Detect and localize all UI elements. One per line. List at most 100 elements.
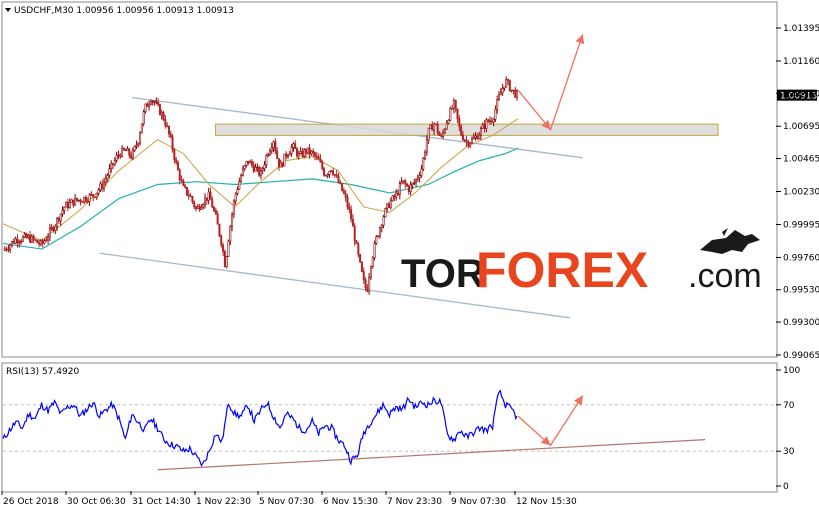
candle-body	[326, 174, 329, 177]
candle-body	[351, 218, 354, 227]
candle-body	[420, 168, 423, 176]
candlesticks	[3, 76, 519, 295]
candle-body	[387, 203, 390, 208]
candle-body	[79, 199, 82, 202]
candle-body	[494, 109, 497, 120]
candle-body	[472, 137, 475, 140]
candle-body	[267, 154, 270, 156]
candle-body	[47, 236, 50, 241]
candle-body	[101, 183, 104, 189]
candle-body	[335, 174, 338, 177]
candle-body	[169, 133, 172, 138]
candle-body	[272, 141, 275, 148]
candle-body	[236, 189, 239, 194]
price-tick-label: 0.99995	[783, 220, 819, 230]
candle-body	[167, 125, 170, 135]
candle-body	[397, 192, 400, 195]
candle-body	[411, 182, 414, 186]
candle-body	[290, 147, 293, 154]
price-tick-label: 0.99530	[783, 286, 819, 296]
candle-body	[112, 163, 115, 165]
candle-body	[297, 153, 300, 157]
candle-body	[191, 196, 194, 202]
candle-body	[474, 135, 477, 139]
candle-body	[323, 168, 326, 176]
candle-body	[382, 216, 385, 226]
candle-body	[283, 153, 286, 167]
candle-body	[438, 132, 441, 136]
candle-body	[249, 160, 252, 164]
candle-body	[279, 162, 282, 168]
candle-body	[144, 103, 147, 112]
candle-body	[20, 240, 23, 243]
price-tick-label: 0.99760	[783, 253, 819, 263]
candle-body	[88, 194, 91, 202]
candle-body	[97, 189, 100, 194]
candle-body	[225, 256, 228, 268]
candle-body	[227, 240, 230, 257]
candle-body	[424, 151, 427, 159]
candle-body	[357, 243, 360, 255]
candle-body	[490, 120, 493, 123]
candle-body	[507, 79, 510, 81]
time-tick-label: 5 Nov 07:30	[259, 497, 314, 507]
candle-body	[492, 118, 495, 123]
candle-body	[317, 156, 320, 160]
candle-body	[70, 199, 73, 203]
price-tick-label: 0.99300	[783, 318, 819, 328]
candle-body	[389, 200, 392, 208]
candle-body	[443, 128, 446, 133]
candle-body	[29, 235, 32, 243]
time-tick-label: 1 Nov 22:30	[196, 497, 251, 507]
rsi-title: RSI(13) 57.4920	[6, 367, 79, 377]
candle-body	[133, 145, 136, 151]
candle-body	[378, 227, 381, 237]
candle-body	[254, 167, 257, 172]
time-tick-label: 12 Nov 15:30	[516, 497, 577, 507]
candle-body	[415, 179, 418, 184]
candle-body	[303, 149, 306, 157]
collapse-triangle-icon	[5, 8, 11, 12]
candle-body	[422, 157, 425, 170]
candle-body	[146, 103, 149, 107]
candle-body	[39, 240, 42, 245]
candle-body	[83, 196, 86, 203]
candle-body	[427, 127, 430, 141]
candle-body	[106, 175, 109, 180]
candle-body	[196, 206, 199, 209]
candle-body	[366, 287, 369, 292]
candle-body	[81, 201, 84, 203]
bull-logo-icon	[700, 228, 760, 254]
candle-body	[281, 162, 284, 167]
candle-body	[200, 206, 203, 210]
rsi-tick-label: 100	[783, 366, 800, 376]
candle-body	[332, 170, 335, 175]
candle-body	[310, 150, 313, 155]
candle-body	[18, 241, 21, 244]
candle-body	[34, 239, 37, 241]
candle-body	[470, 138, 473, 144]
candle-body	[442, 132, 445, 137]
candle-body	[305, 149, 308, 154]
candle-body	[126, 148, 129, 152]
candle-body	[175, 159, 178, 163]
candle-body	[11, 240, 14, 246]
candle-body	[312, 150, 315, 154]
candle-body	[90, 194, 93, 196]
candle-body	[447, 119, 450, 124]
candle-body	[344, 193, 347, 198]
candle-body	[467, 141, 470, 147]
candle-body	[68, 202, 71, 208]
price-tick-label: 0.99065	[783, 351, 819, 361]
candle-body	[301, 151, 304, 157]
candle-body	[66, 202, 69, 208]
rsi-forecast-arrow-head	[540, 436, 551, 446]
candle-body	[180, 179, 183, 182]
candle-body	[425, 139, 428, 153]
candle-body	[176, 161, 179, 171]
candle-body	[341, 182, 344, 192]
candle-body	[63, 206, 66, 211]
candle-body	[209, 191, 212, 200]
candle-body	[503, 86, 506, 89]
candle-body	[348, 206, 351, 210]
